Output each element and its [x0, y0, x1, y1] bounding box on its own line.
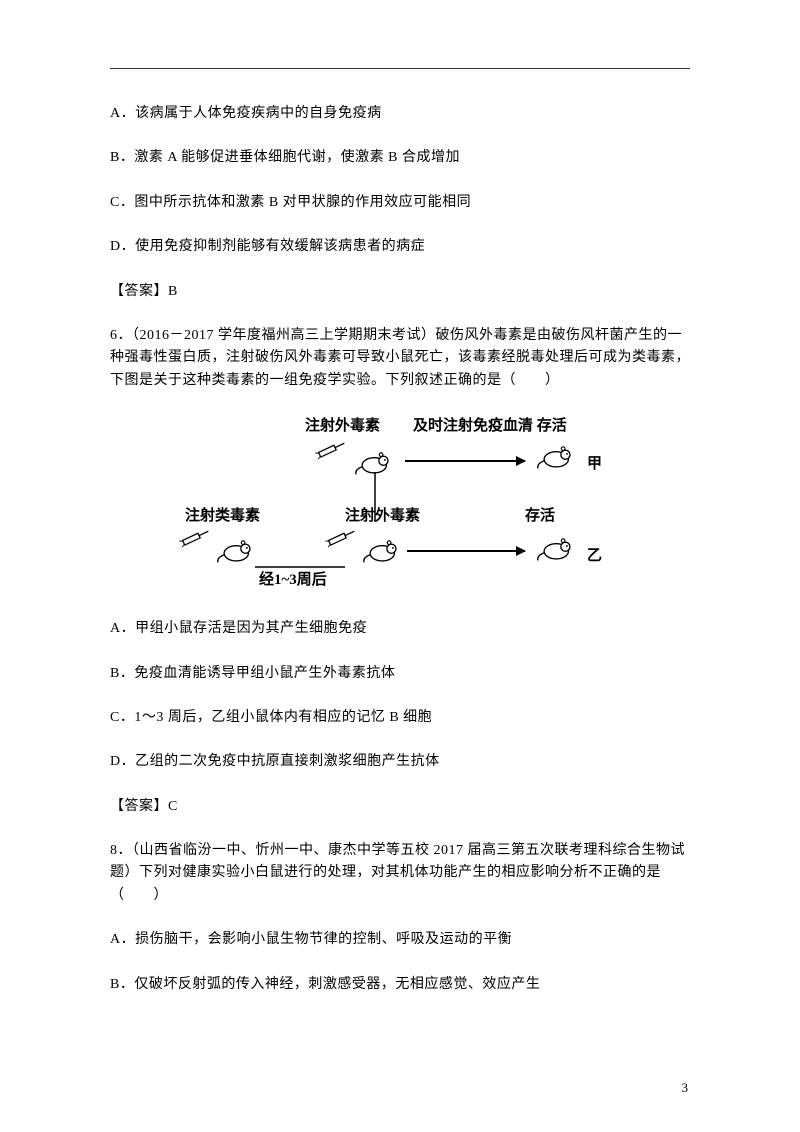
arrow-icon: [407, 550, 525, 552]
syringe-icon: [323, 522, 361, 553]
mouse-icon: [215, 538, 253, 564]
q5-option-b: B．激素 A 能够促进垂体细胞代谢，使激素 B 合成增加: [110, 147, 690, 169]
label-top-right: 及时注射免疫血清 存活: [413, 414, 567, 435]
mouse-icon: [361, 538, 399, 564]
label-jia: 甲: [587, 452, 602, 473]
label-left-inject: 注射类毒素: [185, 504, 260, 525]
q8-stem: 8．（山西省临汾一中、忻州一中、康杰中学等五校 2017 届高三第五次联考理科综…: [110, 840, 690, 907]
q6-option-b: B．免疫血清能诱导甲组小鼠产生外毒素抗体: [110, 663, 690, 685]
experiment-diagram: 注射外毒素 及时注射免疫血清 存活 甲 注射类毒素 经1~3周后 注射外毒素: [185, 414, 615, 594]
q5-option-a: A．该病属于人体免疫疾病中的自身免疫病: [110, 103, 690, 125]
label-top-inject: 注射外毒素: [305, 414, 380, 435]
q6-stem: 6．（2016－2017 学年度福州高三上学期期末考试）破伤风外毒素是由破伤风杆…: [110, 325, 690, 392]
q6-option-c: C．1～3 周后，乙组小鼠体内有相应的记忆 B 细胞: [110, 707, 690, 729]
arrow-icon: [405, 460, 525, 462]
label-yi: 乙: [587, 544, 602, 565]
q5-option-c: C．图中所示抗体和激素 B 对甲状腺的作用效应可能相同: [110, 192, 690, 214]
mouse-icon: [535, 536, 573, 562]
syringe-icon: [313, 434, 351, 465]
q6-option-a: A．甲组小鼠存活是因为其产生细胞免疫: [110, 618, 690, 640]
q6-answer: 【答案】C: [110, 796, 690, 818]
arrow-line: [255, 562, 345, 572]
q6-option-d: D．乙组的二次免疫中抗原直接刺激浆细胞产生抗体: [110, 751, 690, 773]
q8-option-b: B．仅破坏反射弧的传入神经，刺激感受器，无相应感觉、效应产生: [110, 974, 690, 996]
mouse-icon: [535, 444, 573, 470]
q5-answer: 【答案】B: [110, 281, 690, 303]
page-number: 3: [682, 1080, 689, 1096]
label-mid-inject: 注射外毒素: [345, 504, 420, 525]
q5-option-d: D．使用免疫抑制剂能够有效缓解该病患者的病症: [110, 236, 690, 258]
top-rule: [110, 68, 690, 69]
syringe-icon: [177, 522, 215, 553]
q8-option-a: A．损伤脑干，会影响小鼠生物节律的控制、呼吸及运动的平衡: [110, 929, 690, 951]
label-survive: 存活: [525, 504, 555, 525]
